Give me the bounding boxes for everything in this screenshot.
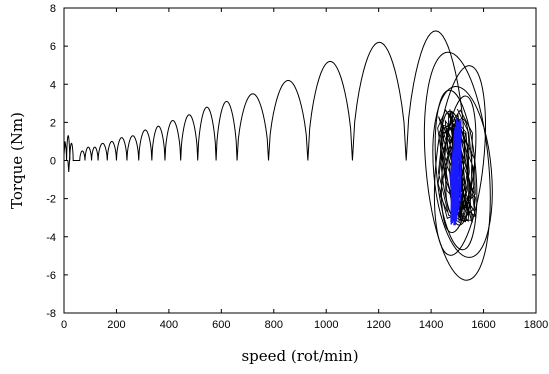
x-tick-label: 1200: [366, 319, 390, 331]
y-tick-label: 6: [50, 41, 56, 53]
x-tick-label: 200: [107, 319, 125, 331]
y-axis-ticks: -8 -6 -4 -2 0 2 4 6 8: [46, 3, 536, 320]
limit-cycle-loop: [434, 89, 478, 251]
x-tick-label: 1600: [471, 319, 495, 331]
steady-state-trace: [449, 118, 462, 226]
y-tick-label: 4: [50, 79, 56, 91]
x-tick-label: 1000: [314, 319, 338, 331]
x-tick-label: 800: [265, 319, 283, 331]
y-axis-title: Torque (Nm): [8, 112, 26, 209]
data-layer: [63, 30, 493, 281]
limit-cycle-loop: [423, 51, 491, 281]
x-axis-ticks: 0 200 400 600 800 1000 1200 1400 1600 1800: [61, 8, 548, 331]
limit-cycle-loop: [433, 65, 486, 256]
y-tick-label: -6: [46, 270, 56, 282]
y-tick-label: 8: [50, 3, 56, 15]
x-tick-label: 600: [212, 319, 230, 331]
y-tick-label: 0: [50, 156, 56, 168]
y-tick-label: -4: [46, 232, 56, 244]
x-tick-label: 1400: [419, 319, 443, 331]
start-transient: [67, 156, 71, 172]
x-tick-label: 0: [61, 319, 67, 331]
y-tick-label: -2: [46, 194, 56, 206]
y-tick-label: 2: [50, 117, 56, 129]
x-tick-label: 400: [160, 319, 178, 331]
x-tick-label: 1800: [524, 319, 548, 331]
acceleration-trace: [63, 30, 466, 161]
limit-cycle-loop: [432, 85, 493, 258]
x-axis-title: speed (rot/min): [241, 347, 358, 365]
y-tick-label: -8: [46, 308, 56, 320]
